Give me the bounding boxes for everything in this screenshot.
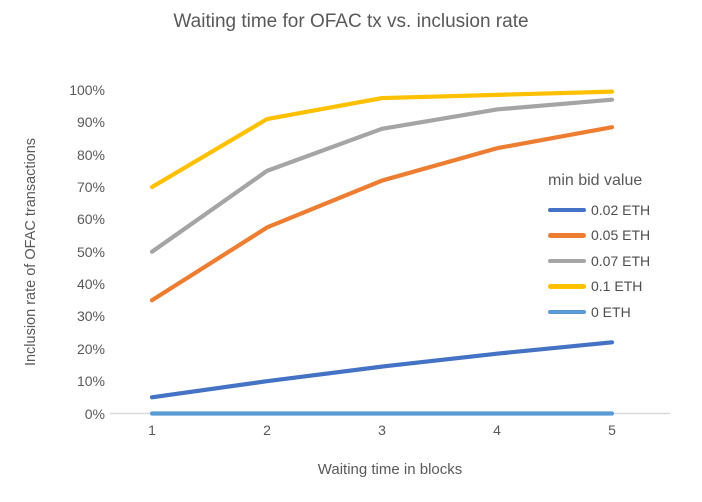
y-tick-label: 30% <box>76 308 105 325</box>
legend-line-swatch-icon <box>548 207 586 212</box>
legend-entry: 0.02 ETH <box>548 197 650 223</box>
legend-entry: 0.07 ETH <box>548 248 650 274</box>
legend-line-swatch-icon <box>548 284 586 289</box>
legend-entry: 0.1 ETH <box>548 274 650 300</box>
legend-entry-label: 0.07 ETH <box>591 252 651 269</box>
x-axis-title: Waiting time in blocks <box>317 461 463 478</box>
y-tick-label: 40% <box>76 276 105 293</box>
series-line-0-1-eth <box>149 89 615 190</box>
x-tick-label: 4 <box>493 422 501 438</box>
legend-line-swatch-icon <box>548 309 586 314</box>
legend-entry-label: 0 ETH <box>591 303 631 320</box>
x-tick-label: 2 <box>263 422 271 438</box>
x-tick-label: 5 <box>608 422 616 438</box>
legend-entry-label: 0.05 ETH <box>591 227 651 244</box>
y-tick-label: 70% <box>76 179 105 196</box>
y-tick-label: 100% <box>69 82 105 98</box>
y-tick-label: 0% <box>84 405 105 422</box>
chart-title: Waiting time for OFAC tx vs. inclusion r… <box>173 11 529 32</box>
legend-entries: 0.02 ETH 0.05 ETH 0.07 ETH 0.1 ETH 0 ETH <box>548 197 650 325</box>
y-tick-label: 90% <box>76 114 105 131</box>
y-tick-label: 80% <box>76 146 105 163</box>
series-line-0-05-eth <box>149 125 615 303</box>
legend-entry: 0.05 ETH <box>548 223 650 249</box>
y-tick-label: 60% <box>76 211 105 228</box>
legend-entry-label: 0.02 ETH <box>591 201 651 218</box>
x-tick-label: 1 <box>148 422 156 438</box>
x-tick-label: 3 <box>378 422 386 438</box>
y-axis-tick-labels: 0% 10% 20% 30% 40% 50% 60% 70% 80% 90% 100% <box>0 0 105 502</box>
series-line-0-02-eth <box>149 340 615 400</box>
y-tick-label: 20% <box>76 340 105 357</box>
legend-entry-label: 0.1 ETH <box>591 278 643 295</box>
legend-line-swatch-icon <box>548 258 586 263</box>
series-line-0-07-eth <box>149 97 615 254</box>
y-tick-label: 50% <box>76 243 105 260</box>
legend-entry: 0 ETH <box>548 299 650 325</box>
legend-line-swatch-icon <box>548 233 586 238</box>
y-axis-title: Inclusion rate of OFAC transactions <box>23 137 39 367</box>
legend-title: min bid value <box>548 172 643 189</box>
legend: min bid value 0.02 ETH 0.05 ETH 0.07 ETH 0.… <box>548 172 650 325</box>
y-tick-label: 10% <box>76 373 105 390</box>
